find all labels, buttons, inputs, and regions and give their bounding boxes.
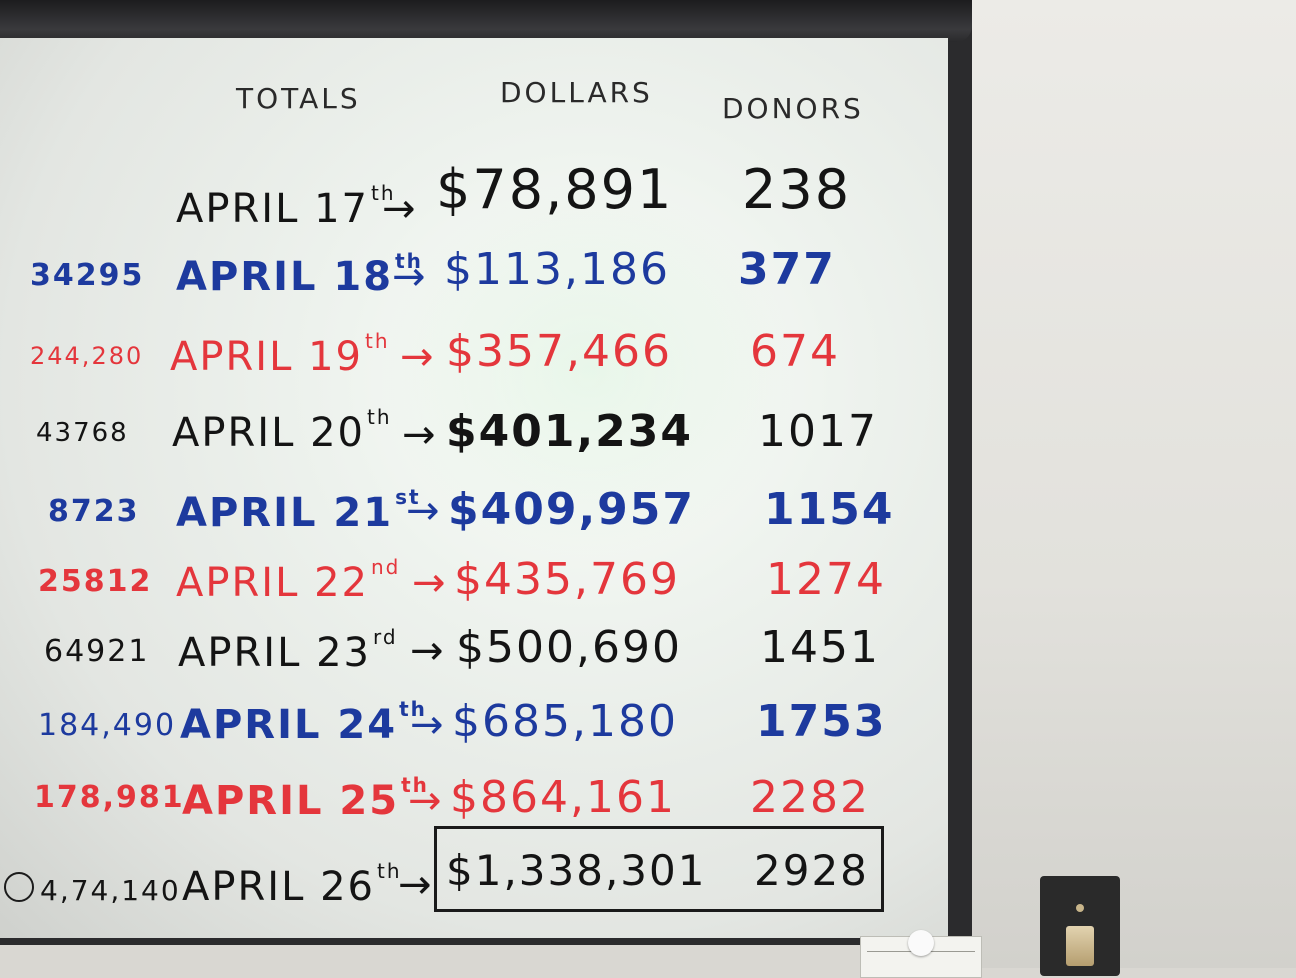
whiteboard-surface	[0, 38, 948, 938]
arrow-icon: →	[410, 702, 446, 748]
row-donors: 1154	[764, 484, 895, 535]
arrow-icon: →	[398, 862, 434, 908]
row-suffix: th	[399, 697, 427, 721]
row-dollars: $1,338,301	[446, 846, 707, 895]
row-day: 19	[308, 334, 363, 380]
row-dollars: $78,891	[436, 158, 674, 221]
row-suffix: th	[376, 859, 402, 883]
row-total: 4,74,140	[40, 874, 181, 907]
row-day: 23	[316, 630, 371, 676]
light-switch-toggle[interactable]	[1066, 926, 1094, 966]
row-day: 26	[320, 864, 375, 910]
whiteboard-top-rail	[0, 0, 972, 42]
row-dollars: $435,769	[454, 554, 680, 605]
row-total: 43768	[36, 418, 129, 448]
circled-mark	[4, 872, 34, 902]
row-suffix: nd	[370, 555, 401, 579]
row-donors: 2282	[750, 772, 870, 823]
row-donors: 674	[750, 326, 840, 377]
row-month: APRIL	[176, 186, 300, 232]
row-suffix: rd	[372, 625, 398, 649]
row-dollars: $864,161	[450, 772, 676, 823]
row-total: 8723	[48, 494, 140, 529]
arrow-icon: →	[382, 186, 418, 232]
row-donors: 1753	[756, 696, 887, 747]
header-dollars: DOLLARS	[500, 76, 653, 109]
row-month: APRIL	[176, 254, 318, 300]
row-month: APRIL	[180, 702, 322, 748]
row-day: 21	[333, 490, 394, 536]
row-suffix: th	[395, 249, 423, 273]
row-donors: 1274	[766, 554, 886, 605]
row-donors: 1017	[758, 406, 878, 457]
row-dollars: $113,186	[444, 244, 670, 295]
arrow-icon: →	[412, 560, 448, 606]
row-total: 25812	[38, 564, 153, 599]
row-total: 178,981	[34, 780, 185, 815]
magnet-icon	[908, 930, 934, 956]
row-month: APRIL	[176, 560, 300, 606]
arrow-icon: →	[392, 254, 428, 300]
row-day: 22	[314, 560, 369, 606]
arrow-icon: →	[406, 488, 442, 534]
row-month: APRIL	[178, 630, 302, 676]
row-donors: 377	[738, 244, 836, 295]
row-month: APRIL	[182, 864, 306, 910]
row-total: 244,280	[30, 342, 144, 370]
row-donors: 238	[742, 158, 852, 221]
row-month: APRIL	[170, 334, 294, 380]
row-dollars: $685,180	[452, 696, 678, 747]
arrow-icon: →	[402, 412, 438, 458]
row-day: 18	[333, 254, 394, 300]
row-total: 34295	[30, 258, 145, 293]
arrow-icon: →	[410, 628, 446, 674]
row-month: APRIL	[182, 778, 324, 824]
arrow-icon: →	[400, 334, 436, 380]
screw-icon	[1076, 904, 1084, 912]
row-day: 24	[337, 702, 398, 748]
wall	[960, 0, 1296, 968]
row-suffix: th	[401, 773, 429, 797]
light-reflection	[380, 180, 800, 560]
header-donors: DONORS	[722, 92, 864, 125]
row-dollars: $409,957	[448, 484, 696, 535]
row-month: APRIL	[176, 490, 318, 536]
grand-total-box	[434, 826, 884, 912]
row-suffix: th	[364, 329, 390, 353]
row-donors: 1451	[760, 622, 880, 673]
row-dollars: $401,234	[446, 406, 694, 457]
row-month: APRIL	[172, 410, 296, 456]
row-total: 184,490	[38, 708, 177, 743]
row-dollars: $500,690	[456, 622, 682, 673]
row-suffix: th	[366, 405, 392, 429]
row-day: 17	[314, 186, 369, 232]
arrow-icon: →	[408, 778, 444, 824]
row-day: 25	[339, 778, 400, 824]
row-dollars: $357,466	[446, 326, 672, 377]
row-total: 64921	[44, 634, 150, 669]
row-day: 20	[310, 410, 365, 456]
row-donors: 2928	[754, 846, 869, 895]
row-suffix: th	[370, 181, 396, 205]
header-totals: TOTALS	[236, 82, 361, 115]
row-suffix: st	[395, 485, 421, 509]
